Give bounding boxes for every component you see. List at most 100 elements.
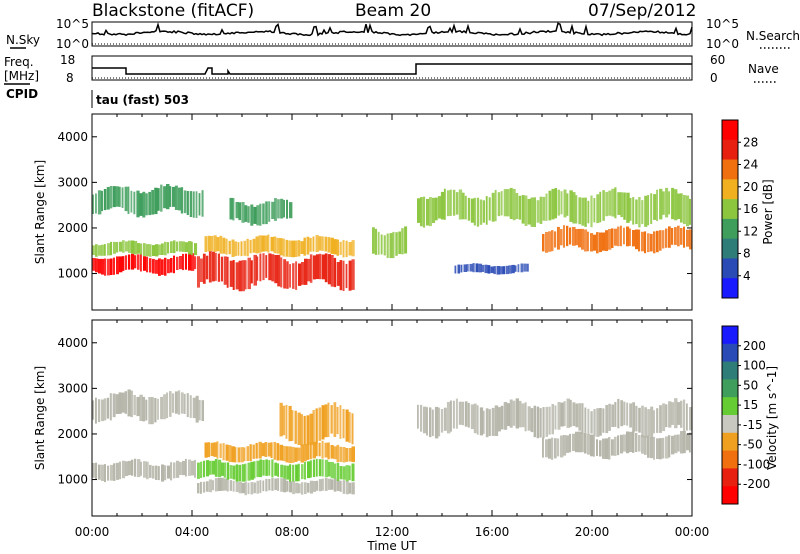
data-cell <box>139 193 143 216</box>
data-cell <box>665 436 669 459</box>
data-cell <box>333 463 337 479</box>
data-cell <box>342 260 345 291</box>
data-cell <box>301 262 305 285</box>
data-cell <box>130 190 133 213</box>
data-cell <box>167 259 170 274</box>
data-cell <box>295 464 299 482</box>
data-cell <box>527 406 531 431</box>
data-band <box>279 402 354 446</box>
data-cell <box>309 460 312 478</box>
power-y-ticks: 1000 2000 3000 4000 <box>57 130 692 281</box>
data-cell <box>611 404 615 427</box>
data-cell <box>518 195 522 220</box>
data-cell <box>115 186 120 207</box>
data-cell <box>626 192 630 223</box>
power-x-ticks <box>91 114 693 310</box>
data-cell <box>677 193 681 219</box>
data-cell <box>285 239 289 257</box>
data-cell <box>545 232 549 253</box>
data-cell <box>200 258 203 282</box>
data-cell <box>194 459 196 478</box>
data-cell <box>548 190 552 221</box>
data-cell <box>241 464 245 482</box>
colorbar-swatch <box>722 432 738 452</box>
data-cell <box>429 407 432 438</box>
data-cell <box>509 187 513 219</box>
data-cell <box>626 431 630 454</box>
data-cell <box>188 241 192 255</box>
data-cell <box>496 266 501 275</box>
data-cell <box>659 230 662 251</box>
data-cell <box>545 193 548 221</box>
data-cell <box>318 479 322 492</box>
data-cell <box>158 244 161 255</box>
data-cell <box>268 253 272 281</box>
data-cell <box>277 478 280 491</box>
data-cell <box>383 235 386 256</box>
nsky-label: N.Sky <box>6 33 40 47</box>
data-cell <box>327 461 331 477</box>
data-cell <box>297 240 301 257</box>
y-tick-label: 4000 <box>57 130 88 144</box>
data-cell <box>173 462 176 479</box>
data-cell <box>106 187 110 210</box>
data-cell <box>572 402 576 426</box>
data-cell <box>671 187 675 220</box>
data-cell <box>563 435 567 456</box>
data-cell <box>318 236 322 251</box>
data-cell <box>321 459 324 477</box>
data-cell <box>467 197 471 221</box>
data-cell <box>662 437 665 459</box>
data-cell <box>211 251 215 282</box>
data-cell <box>279 402 283 437</box>
data-cell <box>155 465 158 480</box>
data-cell <box>662 191 665 215</box>
data-cell <box>551 404 554 435</box>
data-cell <box>608 229 612 250</box>
data-cell <box>494 189 497 222</box>
colorbar-tick-label: 24 <box>743 158 758 172</box>
data-cell <box>149 464 152 478</box>
data-cell <box>506 189 510 217</box>
data-cell <box>572 192 576 224</box>
data-cell <box>280 464 283 478</box>
data-cell <box>638 229 641 252</box>
data-cell <box>677 225 680 247</box>
data-cell <box>653 231 656 254</box>
data-cell <box>241 202 245 223</box>
data-cell <box>169 186 172 207</box>
data-cell <box>659 438 662 460</box>
colorbar-swatch <box>722 397 738 416</box>
data-cell <box>527 198 532 225</box>
data-cell <box>632 197 635 225</box>
data-cell <box>116 242 119 253</box>
power-colorbar: 4 8 12 16 20 24 28 <box>721 119 758 299</box>
data-cell <box>566 435 570 453</box>
data-cell <box>243 240 247 256</box>
data-cell <box>623 227 625 245</box>
data-cell <box>446 402 451 434</box>
colorbar-tick-label: -50 <box>743 438 763 452</box>
data-cell <box>262 253 265 281</box>
freq-label: Freq. <box>4 55 34 69</box>
data-cell <box>336 462 340 481</box>
nave-tick-low: 0 <box>710 71 718 85</box>
data-cell <box>256 205 260 226</box>
data-cell <box>98 245 102 256</box>
data-cell <box>228 445 232 462</box>
data-cell <box>330 479 334 490</box>
data-cell <box>336 406 339 435</box>
y-tick-label: 4000 <box>57 336 88 350</box>
data-cell <box>265 459 268 476</box>
y-tick-label: 2000 <box>57 427 88 441</box>
data-cell <box>304 482 307 494</box>
colorbar-tick-label: 8 <box>743 247 751 261</box>
data-cell <box>336 239 339 256</box>
data-cell <box>177 187 182 211</box>
colorbar-swatch <box>722 468 738 487</box>
colorbar-tick-label: 100 <box>743 359 766 373</box>
data-cell <box>161 259 164 275</box>
data-cell <box>511 264 515 274</box>
data-cell <box>301 464 304 480</box>
